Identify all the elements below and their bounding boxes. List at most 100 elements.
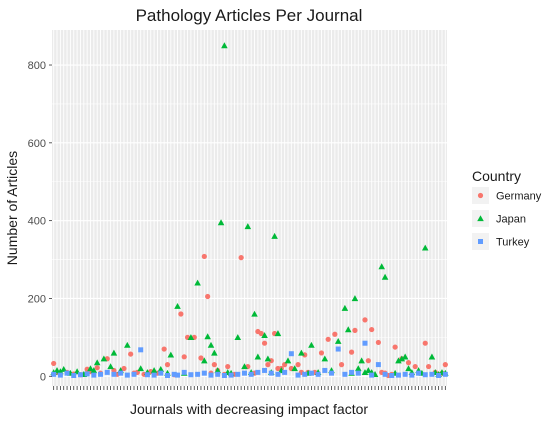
point-germany [238, 255, 244, 261]
legend-key-japan [477, 215, 484, 222]
point-turkey [158, 370, 164, 376]
point-turkey [416, 370, 422, 376]
point-turkey [164, 372, 170, 378]
point-turkey [151, 372, 157, 378]
point-japan [217, 219, 225, 226]
point-germany [392, 344, 398, 350]
point-germany [225, 363, 231, 370]
point-japan [100, 355, 108, 362]
point-japan [298, 349, 305, 356]
point-japan [174, 302, 181, 309]
point-japan [137, 365, 145, 372]
point-germany [352, 327, 358, 333]
point-turkey [98, 371, 104, 377]
point-germany [338, 362, 345, 368]
point-turkey [77, 372, 83, 378]
point-japan [201, 357, 208, 364]
point-turkey [375, 362, 381, 368]
x-axis-ticks [53, 386, 446, 390]
point-japan [401, 353, 409, 360]
point-turkey [288, 351, 294, 357]
legend-title: Country [472, 168, 521, 184]
point-turkey [64, 370, 70, 376]
point-japan [107, 363, 114, 370]
point-japan [150, 367, 158, 374]
point-turkey [302, 371, 308, 377]
point-germany [365, 358, 371, 364]
point-germany [128, 351, 134, 357]
point-japan [93, 359, 101, 366]
y-tick-label: 600 [28, 138, 46, 150]
legend-label-germany: Germany [496, 191, 542, 203]
point-turkey [335, 346, 341, 352]
point-turkey [349, 369, 355, 375]
point-germany [405, 360, 412, 366]
point-turkey [144, 372, 150, 378]
point-turkey [362, 340, 368, 346]
point-japan [395, 357, 402, 364]
legend: Country Germany Japan Turkey [472, 168, 542, 250]
point-japan [381, 273, 389, 280]
point-turkey [104, 369, 110, 375]
point-turkey [241, 370, 247, 376]
point-japan [344, 326, 352, 333]
point-germany [332, 331, 338, 337]
point-turkey [422, 372, 428, 378]
point-germany [211, 362, 217, 368]
point-germany [369, 326, 375, 333]
point-japan [194, 279, 201, 286]
legend-key-turkey [478, 239, 483, 244]
point-germany [258, 330, 264, 337]
point-germany [375, 339, 381, 346]
grid-lines [52, 30, 447, 386]
point-turkey [329, 370, 335, 376]
data-points [50, 42, 449, 379]
point-turkey [201, 370, 207, 376]
y-tick-label: 400 [28, 216, 46, 228]
point-japan [221, 42, 228, 49]
point-japan [214, 367, 221, 374]
point-japan [244, 223, 252, 230]
point-germany [121, 365, 127, 372]
point-turkey [175, 372, 181, 378]
point-japan [187, 334, 195, 341]
point-turkey [282, 369, 288, 375]
point-japan [358, 357, 365, 364]
point-turkey [171, 371, 177, 377]
point-japan [264, 355, 272, 362]
point-turkey [275, 371, 281, 377]
point-japan [261, 332, 268, 339]
legend-label-japan: Japan [496, 214, 526, 226]
point-turkey [295, 372, 301, 378]
point-turkey [255, 369, 261, 375]
point-japan [365, 367, 372, 374]
point-turkey [355, 370, 361, 376]
point-turkey [138, 347, 144, 353]
point-japan [204, 333, 211, 340]
chart-title: Pathology Articles Per Journal [136, 6, 363, 25]
point-germany [161, 346, 167, 352]
x-axis-title: Journals with decreasing impact factor [130, 401, 368, 417]
y-tick-label: 800 [28, 60, 46, 72]
point-japan [354, 365, 362, 372]
point-germany [412, 363, 418, 370]
point-japan [90, 367, 98, 374]
point-turkey [208, 372, 214, 378]
point-japan [341, 304, 349, 311]
point-japan [398, 355, 406, 362]
point-turkey [248, 371, 254, 377]
point-turkey [315, 371, 321, 377]
point-turkey [268, 370, 274, 376]
point-turkey [124, 372, 130, 378]
point-germany [201, 253, 207, 260]
point-japan [378, 263, 386, 270]
point-germany [178, 311, 184, 317]
point-japan [421, 244, 429, 251]
y-axis-ticks: 0 200 400 600 800 [28, 60, 52, 383]
point-germany [205, 293, 211, 300]
point-germany [325, 336, 331, 342]
point-japan [334, 337, 342, 344]
point-germany [265, 362, 271, 368]
point-turkey [57, 372, 63, 378]
